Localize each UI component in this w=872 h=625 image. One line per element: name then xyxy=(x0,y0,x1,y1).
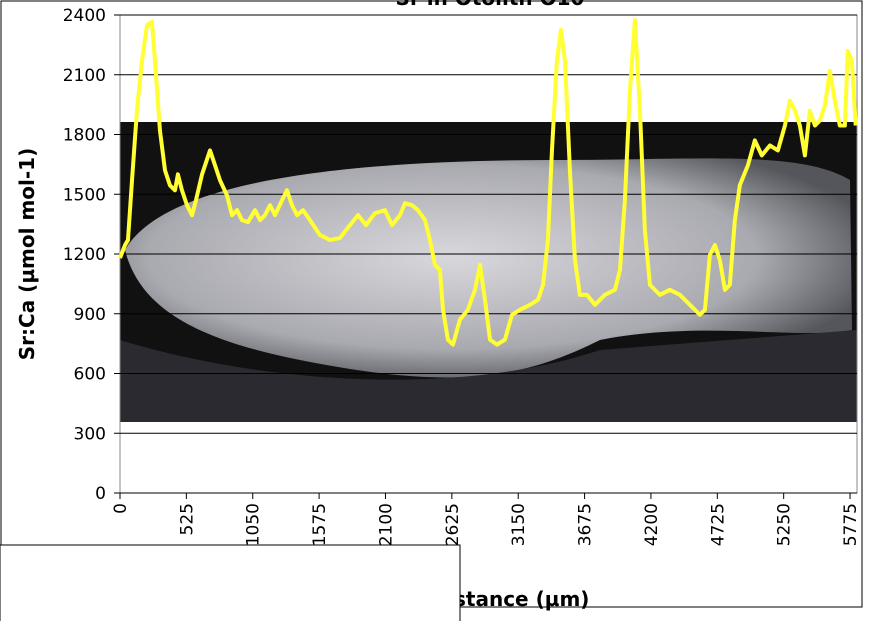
y-tick-label: 2400 xyxy=(63,6,106,26)
y-tick-label: 1200 xyxy=(63,245,106,265)
y-tick-label: 1500 xyxy=(63,185,106,205)
y-axis-label: Sr:Ca (µmol mol-1) xyxy=(15,148,39,360)
y-tick-label: 0 xyxy=(95,484,106,504)
y-tick-label: 2100 xyxy=(63,66,106,86)
x-tick-label: 5775 xyxy=(841,503,861,546)
x-tick-label: 5250 xyxy=(775,503,795,546)
chart-title: Sr in Otolith O10 xyxy=(396,0,585,10)
data-line xyxy=(118,17,858,347)
x-tick-label: 0 xyxy=(111,503,131,514)
x-tick-label: 1050 xyxy=(244,503,264,546)
y-tick-label: 300 xyxy=(74,424,106,444)
x-tick-label: 3150 xyxy=(509,503,529,546)
x-tick-label: 525 xyxy=(177,503,197,535)
otolith-photo xyxy=(120,122,857,422)
y-tick-label: 900 xyxy=(74,305,106,325)
x-tick-label: 2100 xyxy=(376,503,396,546)
y-tick-label: 600 xyxy=(74,365,106,385)
x-tick-label: 2625 xyxy=(443,503,463,546)
x-tick-label: 4725 xyxy=(708,503,728,546)
y-tick-label: 1800 xyxy=(63,126,106,146)
x-tick-label: 4200 xyxy=(642,503,662,546)
x-tick-label: 1575 xyxy=(310,503,330,546)
x-tick-label: 3675 xyxy=(576,503,596,546)
overlay-box xyxy=(0,544,461,625)
